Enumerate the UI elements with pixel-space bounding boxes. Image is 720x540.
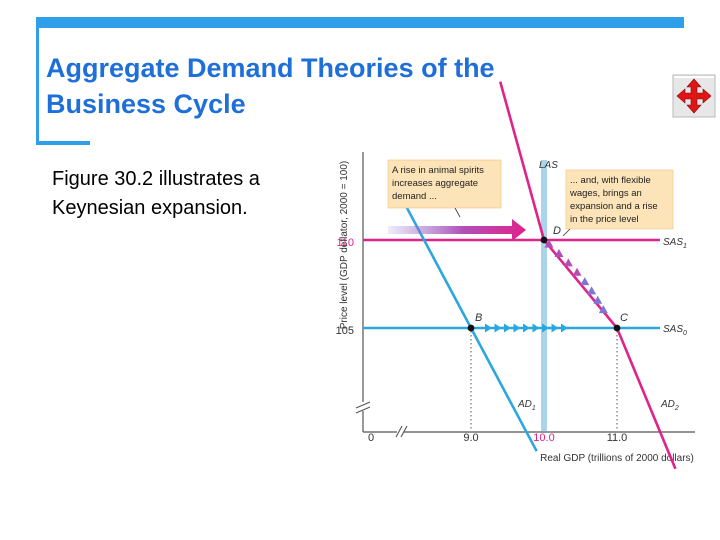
point-d <box>540 236 548 244</box>
x-axis-break <box>395 425 408 438</box>
ad1-label: AD1 <box>517 399 536 412</box>
slide-body-text: Figure 30.2 illustrates a Keynesian expa… <box>52 168 260 219</box>
sas1-label: SAS1 <box>663 237 687 250</box>
sas1-label-main: SAS <box>663 237 683 248</box>
movement-arrows-c-to-d <box>544 239 608 314</box>
ad2-label-sub: 2 <box>674 405 679 412</box>
ad2-label: AD2 <box>660 399 679 412</box>
annotation-2-line-3: expansion and a rise <box>570 201 658 212</box>
x-tick-label-9: 9.0 <box>463 432 478 444</box>
ad1-label-sub: 1 <box>532 405 536 412</box>
slide-title: Aggregate Demand Theories of the Busines… <box>46 50 495 122</box>
movement-arrowhead <box>593 295 603 304</box>
y-tick-label-110: 110 <box>336 237 354 249</box>
movement-arrowhead <box>523 323 530 333</box>
frame-bottom-accent <box>36 141 90 145</box>
ad-shift-arrow <box>388 219 526 241</box>
frame-top-bar <box>36 17 684 28</box>
slide-title-line-2: Business Cycle <box>46 89 246 119</box>
movement-arrowhead <box>587 286 597 295</box>
point-label-d: D <box>553 225 561 237</box>
x-axis-title: Real GDP (trillions of 2000 dollars) <box>540 453 694 464</box>
point-label-c: C <box>620 312 628 324</box>
y-axis-break <box>355 401 371 414</box>
point-c <box>613 324 621 332</box>
movement-arrows-b-to-c <box>485 323 568 333</box>
frame-left-bar <box>36 17 39 145</box>
sas0-label-sub: 0 <box>683 330 687 337</box>
sas1-label-sub: 1 <box>683 243 687 250</box>
annotation-1-line-3: demand ... <box>392 191 437 202</box>
point-b <box>467 324 475 332</box>
movement-arrowhead <box>544 239 554 248</box>
ad1-label-main: AD <box>517 399 532 410</box>
movement-arrowhead <box>561 323 568 333</box>
annotation-1-line-2: increases aggregate <box>392 178 478 189</box>
movement-arrowhead <box>494 323 502 333</box>
ad2-curve <box>498 81 677 470</box>
x-tick-label-10: 10.0 <box>533 432 554 444</box>
sas0-label-main: SAS <box>663 324 683 335</box>
movement-arrowhead <box>504 323 511 333</box>
annotation-animal-spirits: A rise in animal spirits increases aggre… <box>387 159 502 218</box>
movement-arrowhead <box>563 258 573 267</box>
four-way-arrow-icon[interactable] <box>672 74 716 118</box>
annotation-2-line-2: wages, brings an <box>569 188 642 199</box>
x-tick-label-11: 11.0 <box>607 432 628 444</box>
point-label-b: B <box>475 312 482 324</box>
origin-label: 0 <box>368 432 374 444</box>
slide-title-line-1: Aggregate Demand Theories of the <box>46 53 495 83</box>
movement-arrowhead <box>554 249 564 258</box>
las-label: LAS <box>539 160 558 171</box>
movement-arrowhead <box>542 323 549 333</box>
annotation-2-line-1: ... and, with flexible <box>570 175 651 186</box>
movement-arrowhead <box>532 323 540 333</box>
movement-arrowhead <box>513 323 521 333</box>
movement-arrowhead <box>598 305 608 314</box>
movement-arrowhead <box>485 323 492 333</box>
y-tick-label-105: 105 <box>336 325 354 337</box>
annotation-2-line-4: in the price level <box>570 214 639 225</box>
ad2-label-main: AD <box>660 399 675 410</box>
sas0-label: SAS0 <box>663 324 687 337</box>
annotation-flexible-wages: ... and, with flexible wages, brings an … <box>562 169 674 237</box>
annotation-1-line-1: A rise in animal spirits <box>392 165 484 176</box>
movement-arrowhead <box>580 277 590 286</box>
y-axis-title: Price level (GDP deflator, 2000 = 100) <box>339 161 350 330</box>
movement-arrowhead <box>551 323 559 333</box>
movement-arrowhead <box>572 267 582 276</box>
